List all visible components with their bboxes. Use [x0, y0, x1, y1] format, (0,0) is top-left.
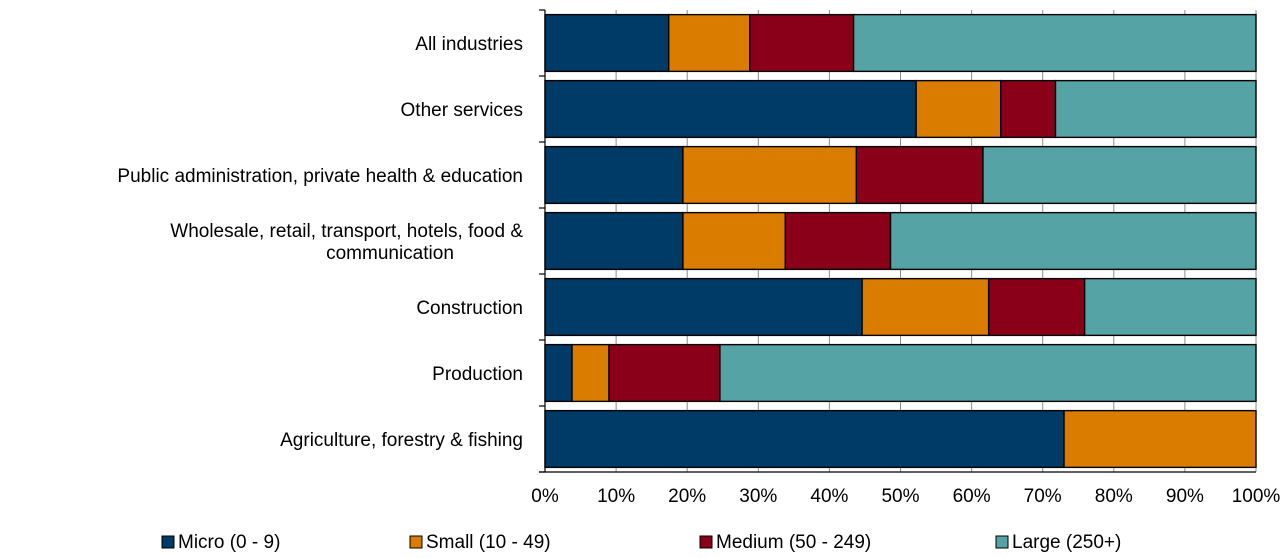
x-tick-label: 60%: [953, 486, 991, 507]
x-tick-labels: 0% 10% 20% 30% 40% 50% 60% 70% 80% 90% 100%: [531, 486, 1280, 507]
bar-segment: [544, 343, 573, 403]
category-labels: All industries Other services Public admin…: [117, 34, 523, 451]
bar-segment: [544, 79, 917, 139]
x-tick-label: 70%: [1024, 486, 1062, 507]
bar-segment: [1054, 79, 1257, 139]
category-label: Other services: [401, 100, 523, 121]
bar-segment: [1083, 277, 1257, 337]
x-tick-label: 100%: [1232, 486, 1281, 507]
x-tick-label: 0%: [531, 486, 559, 507]
bar-segment: [915, 79, 1002, 139]
bar-segment: [668, 13, 751, 73]
x-tick-label: 50%: [881, 486, 919, 507]
bar-segment: [1000, 79, 1057, 139]
x-tick-label: 30%: [739, 486, 777, 507]
bar-segment: [571, 343, 610, 403]
bar-segment: [719, 343, 1257, 403]
legend: Micro (0 - 9) Small (10 - 49) Medium (50 -…: [161, 532, 1121, 553]
category-label: Production: [432, 364, 523, 385]
x-tick-label: 40%: [810, 486, 848, 507]
bar-segment: [749, 13, 855, 73]
legend-label: Small (10 - 49): [426, 532, 551, 553]
category-label: All industries: [415, 34, 523, 55]
x-tick-label: 10%: [597, 486, 635, 507]
bar-segment: [544, 409, 1065, 469]
bar-segment: [889, 211, 1257, 271]
legend-label: Large (250+): [1012, 532, 1121, 553]
bar-segment: [855, 145, 984, 205]
bar-segment: [608, 343, 721, 403]
bar-segment: [987, 277, 1086, 337]
legend-swatch: [161, 535, 175, 549]
category-label: Construction: [416, 298, 523, 319]
bar-segment: [544, 211, 684, 271]
x-tick-label: 20%: [668, 486, 706, 507]
bar-segment: [784, 211, 892, 271]
bar-segment: [544, 277, 863, 337]
bar-segment: [982, 145, 1257, 205]
bar-segment: [544, 145, 684, 205]
category-label: Public administration, private health & …: [117, 166, 523, 187]
legend-swatch: [409, 535, 423, 549]
bar-segment: [682, 211, 787, 271]
legend-swatch: [995, 535, 1009, 549]
bar-segment: [1063, 409, 1257, 469]
legend-label: Micro (0 - 9): [178, 532, 280, 553]
bar-segment: [852, 13, 1257, 73]
bar-segment: [682, 145, 858, 205]
axes: [539, 9, 1256, 473]
legend-swatch: [699, 535, 713, 549]
x-tick-label: 90%: [1166, 486, 1204, 507]
x-tick-label: 80%: [1095, 486, 1133, 507]
legend-label: Medium (50 - 249): [716, 532, 871, 553]
category-label: Agriculture, forestry & fishing: [280, 430, 523, 451]
bar-segment: [861, 277, 990, 337]
category-label: Wholesale, retail, transport, hotels, fo…: [170, 221, 523, 264]
bar-segment: [544, 13, 670, 73]
bar-segments: [544, 13, 1257, 469]
